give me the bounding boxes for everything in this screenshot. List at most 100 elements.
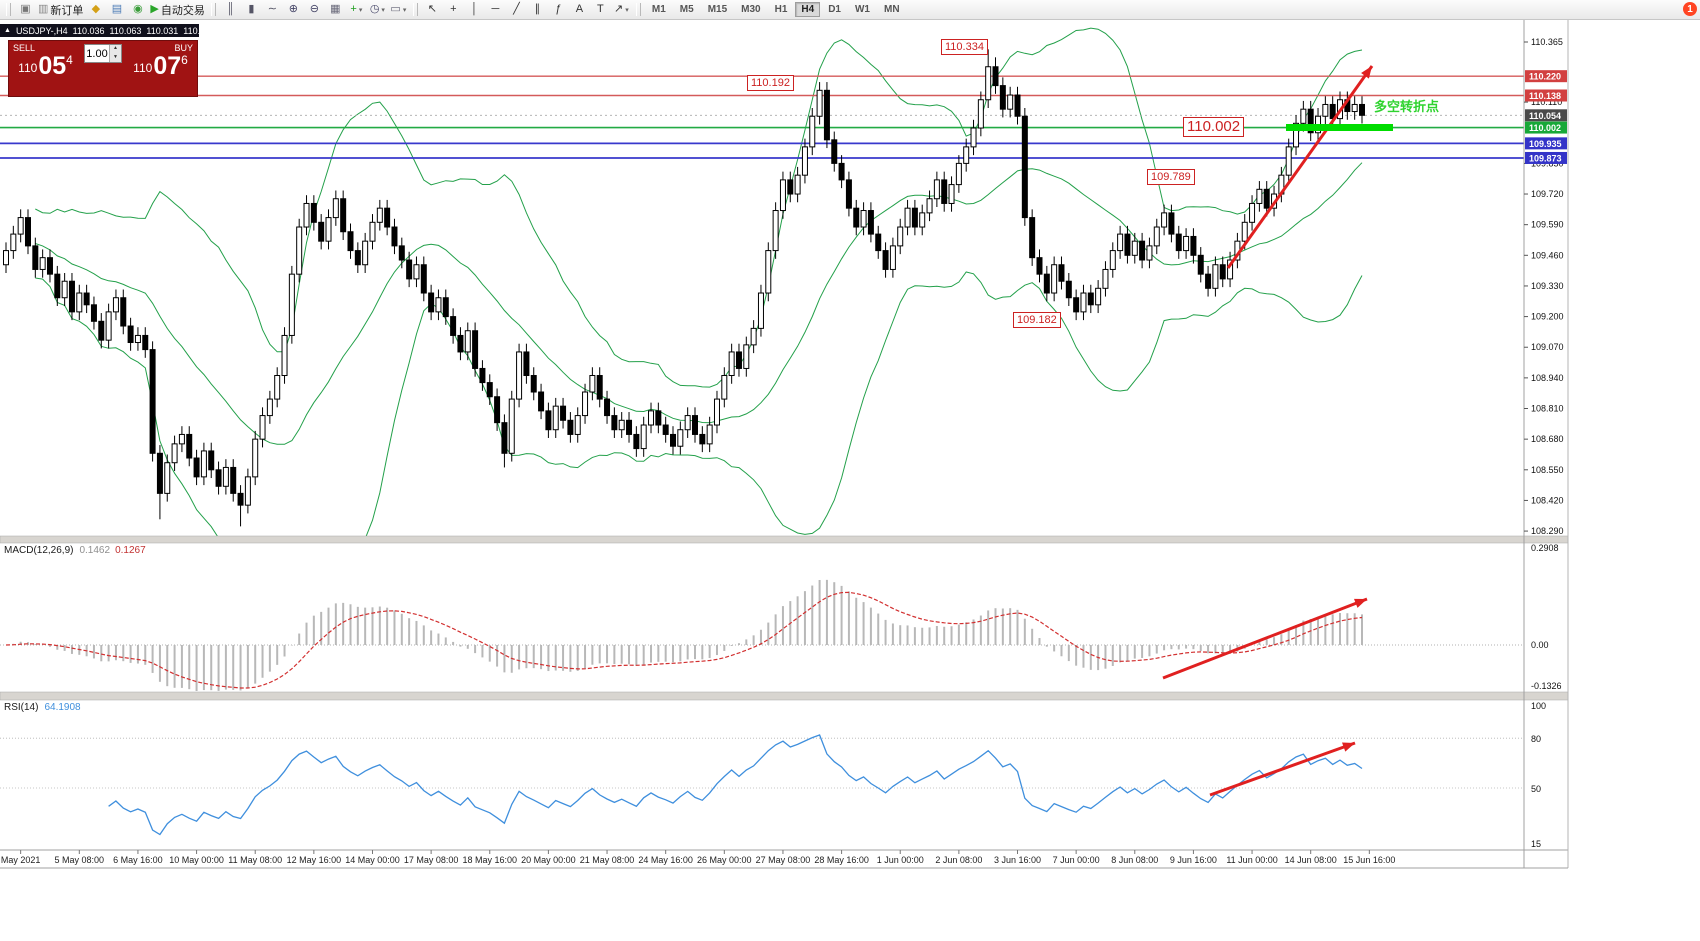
volume-spinner[interactable]: ▲ ▼ bbox=[109, 45, 121, 62]
time-axis-label: 14 May 00:00 bbox=[345, 855, 400, 865]
volume-down-icon[interactable]: ▼ bbox=[110, 53, 121, 62]
timeframe-m1[interactable]: M1 bbox=[651, 4, 666, 15]
time-axis-label: 9 Jun 16:00 bbox=[1170, 855, 1217, 865]
periods-icon[interactable]: ◷ ▾ bbox=[367, 1, 388, 18]
price-label-callout[interactable]: 110.002 bbox=[1183, 117, 1245, 137]
buy-button[interactable]: BUY 110 07 6 bbox=[124, 41, 197, 96]
market-watch-icon[interactable]: ▤ bbox=[106, 1, 127, 18]
price-label-callout[interactable]: 109.789 bbox=[1147, 169, 1195, 185]
time-axis-label: 2 Jun 08:00 bbox=[935, 855, 982, 865]
zoom-in-icon[interactable]: ⊕ bbox=[283, 1, 304, 18]
trend-arrow-rsi[interactable] bbox=[1209, 741, 1356, 797]
macd-label: MACD(12,26,9) 0.1462 0.1267 bbox=[4, 545, 146, 556]
indicators-icon-caret: ▾ bbox=[358, 6, 363, 14]
support-highlight-bar[interactable] bbox=[1286, 124, 1393, 131]
rsi-indicator bbox=[0, 734, 1524, 836]
price-tick: 108.680 bbox=[1531, 434, 1564, 444]
time-axis-label: 18 May 16:00 bbox=[462, 855, 517, 865]
trendline-icon[interactable]: ╱ bbox=[506, 1, 527, 18]
panel-separator[interactable] bbox=[0, 535, 1569, 544]
panel-separator[interactable] bbox=[0, 691, 1569, 701]
periods-icon-caret: ▾ bbox=[381, 6, 385, 14]
macd-axis-label: -0.1326 bbox=[1531, 681, 1562, 691]
label-icon-glyph: T bbox=[597, 3, 604, 15]
tile-windows-icon-glyph: ▦ bbox=[330, 3, 341, 15]
price-label-callout[interactable]: 109.182 bbox=[1013, 312, 1061, 328]
templates-icon-glyph: ▭ bbox=[390, 3, 401, 15]
svg-text:109.873: 109.873 bbox=[1529, 153, 1562, 163]
indicators-icon[interactable]: + ▾ bbox=[346, 1, 367, 18]
new-order-button[interactable]: ▥ 新订单 bbox=[36, 1, 85, 18]
svg-text:110.054: 110.054 bbox=[1529, 111, 1561, 121]
time-axis-label: 14 Jun 08:00 bbox=[1285, 855, 1337, 865]
volume-up-icon[interactable]: ▲ bbox=[110, 45, 121, 54]
navigator-icon-glyph: ◉ bbox=[133, 3, 143, 15]
templates-icon[interactable]: ▭ ▾ bbox=[388, 1, 409, 18]
notification-badge: 1 bbox=[1683, 2, 1697, 16]
tile-windows-icon[interactable]: ▦ bbox=[325, 1, 346, 18]
price-tick: 110.110 bbox=[1531, 97, 1562, 107]
navigator-icon[interactable]: ◉ bbox=[127, 1, 148, 18]
indicators-icon-glyph: + bbox=[350, 3, 357, 15]
volume-value: 1.00 bbox=[86, 47, 108, 60]
time-axis-label: 6 May 16:00 bbox=[113, 855, 163, 865]
bars-chart-icon[interactable]: ║ bbox=[220, 1, 241, 18]
candles-chart-icon[interactable]: ▮ bbox=[241, 1, 262, 18]
market-watch-icon-glyph: ▤ bbox=[111, 3, 123, 15]
timeframe-m30[interactable]: M30 bbox=[741, 4, 761, 15]
svg-text:109.935: 109.935 bbox=[1529, 139, 1562, 149]
new-order-button-label: 新订单 bbox=[50, 4, 84, 17]
chart-background bbox=[0, 20, 1568, 868]
timeframe-m5[interactable]: M5 bbox=[679, 4, 694, 15]
timeframe-m15[interactable]: M15 bbox=[707, 4, 728, 15]
price-label-callout[interactable]: 110.334 bbox=[941, 39, 988, 55]
buy-price-base: 110 bbox=[133, 61, 153, 75]
trend-arrow-macd[interactable] bbox=[1162, 597, 1368, 680]
autotrading-button[interactable]: ▶ 自动交易 bbox=[148, 1, 206, 18]
text-icon[interactable]: A bbox=[569, 1, 590, 18]
rsi-axis-label: 100 bbox=[1531, 701, 1546, 711]
timeframe-d1[interactable]: D1 bbox=[828, 4, 841, 15]
fibonacci-icon[interactable]: ƒ bbox=[548, 1, 569, 18]
arrows-icon-glyph: ↗ bbox=[614, 3, 624, 15]
price-label-callout[interactable]: 110.192 bbox=[747, 75, 794, 91]
label-icon[interactable]: T bbox=[590, 1, 611, 18]
line-chart-icon[interactable]: ∼ bbox=[262, 1, 283, 18]
periods-icon-glyph: ◷ bbox=[369, 3, 380, 15]
trend-arrow-main[interactable] bbox=[1226, 65, 1374, 269]
channel-icon[interactable]: ∥ bbox=[527, 1, 548, 18]
timeframe-h4[interactable]: H4 bbox=[795, 2, 821, 17]
text-icon-glyph: A bbox=[575, 3, 584, 15]
turning-point-note[interactable]: 多空转折点 bbox=[1374, 99, 1440, 114]
timeframe-mn[interactable]: MN bbox=[883, 4, 900, 15]
crosshair-icon[interactable]: + bbox=[443, 1, 464, 18]
vertical-line-icon[interactable]: │ bbox=[464, 1, 485, 18]
sell-button[interactable]: SELL 110 05 4 bbox=[9, 41, 82, 96]
candlestick-series bbox=[3, 49, 1365, 527]
sell-price-frac: 4 bbox=[66, 53, 73, 67]
price-tick: 109.070 bbox=[1531, 342, 1564, 352]
timeframe-w1[interactable]: W1 bbox=[854, 4, 870, 15]
symbols-icon[interactable]: ◆ bbox=[85, 1, 106, 18]
arrows-icon[interactable]: ↗ ▾ bbox=[611, 1, 632, 18]
time-axis-label: 11 Jun 00:00 bbox=[1226, 855, 1277, 865]
cursor-icon-glyph: ↖ bbox=[427, 3, 437, 15]
volume-input[interactable]: 1.00 ▲ ▼ bbox=[84, 44, 122, 63]
buy-price-pips: 07 bbox=[153, 52, 182, 80]
ohlc-open: 110.036 bbox=[72, 25, 105, 36]
macd-axis-label: 0.2908 bbox=[1531, 543, 1559, 553]
price-tick: 108.940 bbox=[1531, 373, 1564, 383]
zoom-out-icon-glyph: ⊖ bbox=[309, 3, 319, 15]
cursor-icon[interactable]: ↖ bbox=[422, 1, 443, 18]
horizontal-line-icon[interactable]: ─ bbox=[485, 1, 506, 18]
terminal-window-icon[interactable]: ▣ bbox=[15, 1, 36, 18]
time-axis-label: 8 Jun 08:00 bbox=[1111, 855, 1158, 865]
time-axis-label: 28 May 16:00 bbox=[814, 855, 869, 865]
zoom-in-icon-glyph: ⊕ bbox=[288, 3, 298, 15]
timeframe-h1[interactable]: H1 bbox=[774, 4, 788, 15]
macd-axis-label: 0.00 bbox=[1531, 640, 1549, 650]
zoom-out-icon[interactable]: ⊖ bbox=[304, 1, 325, 18]
fibonacci-icon-glyph: ƒ bbox=[555, 3, 562, 15]
